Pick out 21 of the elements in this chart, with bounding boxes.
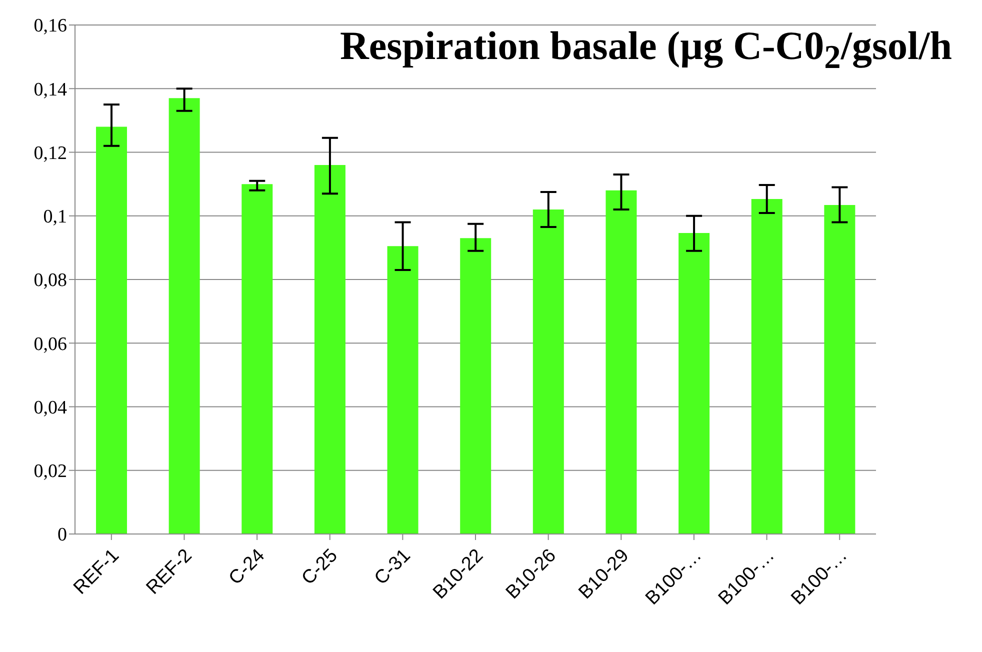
bar (387, 246, 418, 534)
bar (678, 233, 710, 534)
bar (824, 205, 856, 534)
y-tick-label: 0,16 (34, 16, 67, 37)
bar (314, 164, 346, 534)
y-tick-label: 0,1 (43, 206, 67, 228)
y-tick-label: 0,02 (34, 461, 67, 482)
bar (606, 190, 637, 534)
y-tick-label: 0,14 (34, 79, 68, 100)
y-tick-label: 0,12 (34, 142, 67, 164)
y-tick-label: 0,06 (34, 334, 67, 355)
chart-title: Respiration basale (µg C-C0$_{2}$/gsol/h (340, 22, 952, 77)
bar (460, 238, 492, 534)
y-tick-label: 0,04 (34, 397, 68, 418)
bar (242, 184, 273, 534)
y-tick-label: 0,08 (34, 270, 67, 292)
bar (96, 126, 127, 534)
bar (532, 210, 564, 534)
y-tick-label: 0 (58, 524, 67, 546)
bar (751, 199, 782, 534)
bar (168, 98, 200, 534)
